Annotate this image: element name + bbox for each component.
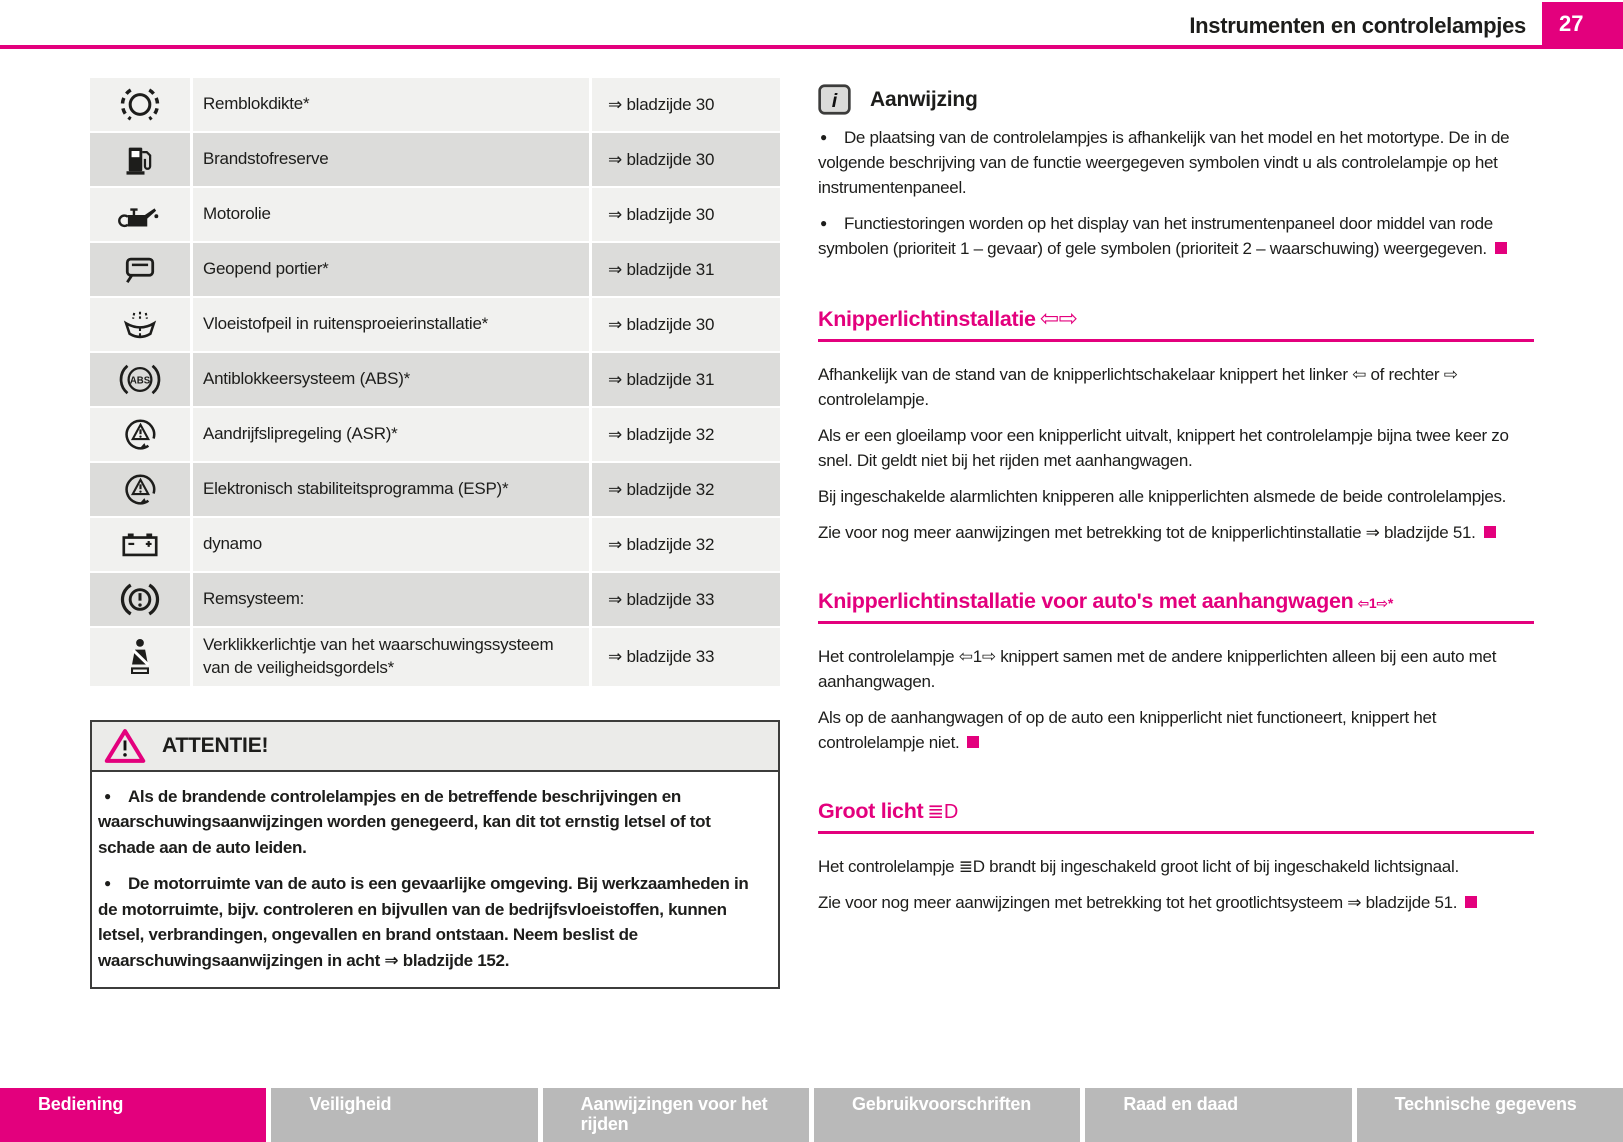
footer-tab-raad-en-daad[interactable]: Raad en daad: [1085, 1088, 1352, 1142]
page-reference[interactable]: ⇒ bladzijde 32: [608, 424, 715, 444]
section-end-marker: [1483, 525, 1496, 538]
paragraph: Zie voor nog meer aanwijzingen met betre…: [818, 521, 1534, 546]
paragraph: Bij ingeschakelde alarmlichten knipperen…: [818, 486, 1507, 506]
warning-light-label: Vloeistofpeil in ruitensproeierinstallat…: [193, 298, 592, 351]
warning-light-label: dynamo: [193, 518, 592, 571]
table-row: dynamo ⇒ bladzijde 32: [90, 518, 780, 573]
paragraph: Het controlelampje ⇦1⇨ knippert samen me…: [818, 646, 1497, 691]
battery-icon: [90, 518, 193, 571]
note-title: Aanwijzing: [870, 87, 978, 111]
section-end-marker: [1494, 241, 1507, 254]
fuel-reserve-icon: [90, 133, 193, 186]
page-reference[interactable]: ⇒ bladzijde 30: [608, 204, 715, 224]
table-row: Remblokdikte* ⇒ bladzijde 30: [90, 78, 780, 133]
footer-tab-technische-gegevens[interactable]: Technische gegevens: [1356, 1088, 1623, 1142]
warning-light-label: Motorolie: [193, 188, 592, 241]
table-row: Elektronisch stabiliteitsprogramma (ESP)…: [90, 463, 780, 518]
section-heading: Knipperlichtinstallatie ⇦⇨: [818, 305, 1534, 342]
footer-tab-bediening[interactable]: Bediening: [0, 1088, 267, 1142]
page-reference[interactable]: ⇒ bladzijde 30: [608, 94, 715, 114]
left-column: Remblokdikte* ⇒ bladzijde 30 Brandstofre…: [90, 78, 780, 990]
note-header: i Aanwijzing: [818, 84, 1534, 115]
right-column: i Aanwijzing ● De plaatsing van de contro…: [818, 84, 1534, 927]
attention-bullet: ● De motorruimte van de auto is een gevaa…: [98, 874, 749, 970]
page-reference[interactable]: ⇒ bladzijde 31: [608, 369, 715, 389]
washer-fluid-icon: [90, 298, 193, 351]
svg-text:i: i: [832, 90, 838, 112]
page-reference[interactable]: ⇒ bladzijde 32: [608, 479, 715, 499]
table-row: Verklikkerlichtje van het waarschuwingss…: [90, 628, 780, 688]
section-heading: Knipperlichtinstallatie voor auto's met …: [818, 589, 1534, 624]
page-reference[interactable]: ⇒ bladzijde 30: [608, 149, 715, 169]
note-bullet: ● Functiestoringen worden op het display …: [818, 212, 1534, 262]
warning-triangle-icon: [104, 727, 146, 765]
attention-title: ATTENTIE!: [162, 733, 269, 757]
paragraph: Afhankelijk van de stand van de knipperl…: [818, 364, 1458, 409]
bullet-icon: ●: [820, 215, 827, 230]
table-row: ABS Antiblokkeersysteem (ABS)* ⇒ bladzij…: [90, 353, 780, 408]
engine-oil-icon: [90, 188, 193, 241]
asr-icon: [90, 408, 193, 461]
table-row: Vloeistofpeil in ruitensproeierinstallat…: [90, 298, 780, 353]
open-door-icon: [90, 243, 193, 296]
page-reference[interactable]: ⇒ bladzijde 30: [608, 314, 715, 334]
warning-light-label: Geopend portier*: [193, 243, 592, 296]
page-title: Instrumenten en controlelampjes: [1189, 13, 1526, 38]
paragraph: Het controlelampje ≣D brandt bij ingesch…: [818, 856, 1459, 876]
footer-tab-gebruikvoorschriften[interactable]: Gebruikvoorschriften: [813, 1088, 1081, 1142]
section-turn-signals: Knipperlichtinstallatie ⇦⇨ Afhankelijk va…: [818, 305, 1534, 546]
paragraph: Zie voor nog meer aanwijzingen met betre…: [818, 891, 1534, 916]
bullet-icon: ●: [104, 788, 111, 803]
bullet-icon: ●: [820, 130, 827, 144]
footer-tab-veiligheid[interactable]: Veiligheid: [271, 1088, 538, 1142]
page-reference[interactable]: ⇒ bladzijde 32: [608, 534, 715, 554]
page-number-badge: 27: [1542, 2, 1623, 45]
section-high-beam: Groot licht ≣D Het controlelampje ≣D bran…: [818, 799, 1534, 916]
warning-light-label: Antiblokkeersysteem (ABS)*: [193, 353, 592, 406]
brake-system-icon: [90, 573, 193, 626]
warning-light-label: Remsysteem:: [193, 573, 592, 626]
section-end-marker: [1465, 895, 1478, 908]
trailer-turn-signal-icon: ⇦1⇨*: [1357, 594, 1393, 611]
note-bullet: ● De plaatsing van de controlelampjes is …: [818, 128, 1510, 197]
esp-icon: [90, 463, 193, 516]
attention-body: ● Als de brandende controlelampjes en de …: [92, 771, 778, 988]
header-divider: [0, 45, 1623, 49]
page-reference[interactable]: ⇒ bladzijde 33: [608, 589, 715, 609]
section-turn-signals-trailer: Knipperlichtinstallatie voor auto's met …: [818, 589, 1534, 756]
paragraph: Als op de aanhangwagen of op de auto een…: [818, 707, 1437, 752]
attention-bullet: ● Als de brandende controlelampjes en de …: [98, 786, 711, 857]
footer-tab-bar: Bediening Veiligheid Aanwijzingen voor h…: [0, 1088, 1623, 1142]
turn-signal-arrows-icon: ⇦⇨: [1039, 304, 1078, 331]
attention-header: ATTENTIE!: [92, 721, 778, 772]
high-beam-icon: ≣D: [927, 800, 958, 823]
svg-text:ABS: ABS: [130, 375, 151, 386]
warning-light-label: Verklikkerlichtje van het waarschuwingss…: [193, 628, 592, 686]
paragraph: Als er een gloeilamp voor een knipperlic…: [818, 425, 1509, 470]
warning-light-label: Brandstofreserve: [193, 133, 592, 186]
warning-light-label: Remblokdikte*: [193, 78, 592, 131]
attention-box: ATTENTIE! ● Als de brandende controlelamp…: [90, 719, 780, 990]
table-row: Brandstofreserve ⇒ bladzijde 30: [90, 133, 780, 188]
bullet-icon: ●: [104, 876, 111, 891]
section-end-marker: [967, 735, 980, 748]
page-reference[interactable]: ⇒ bladzijde 31: [608, 259, 715, 279]
warning-lights-table: Remblokdikte* ⇒ bladzijde 30 Brandstofre…: [90, 78, 780, 688]
section-heading: Groot licht ≣D: [818, 799, 1534, 834]
table-row: Aandrijfslipregeling (ASR)* ⇒ bladzijde …: [90, 408, 780, 463]
brake-pad-wear-icon: [90, 78, 193, 131]
seatbelt-warning-icon: [90, 628, 193, 686]
table-row: Remsysteem: ⇒ bladzijde 33: [90, 573, 780, 628]
table-row: Motorolie ⇒ bladzijde 30: [90, 188, 780, 243]
warning-light-label: Elektronisch stabiliteitsprogramma (ESP)…: [193, 463, 592, 516]
page-reference[interactable]: ⇒ bladzijde 33: [608, 646, 715, 666]
info-icon: i: [818, 84, 851, 115]
abs-icon: ABS: [90, 353, 193, 406]
table-row: Geopend portier* ⇒ bladzijde 31: [90, 243, 780, 298]
warning-light-label: Aandrijfslipregeling (ASR)*: [193, 408, 592, 461]
page-number: 27: [1559, 10, 1584, 36]
footer-tab-aanwijzingen-voor-het-rijden[interactable]: Aanwijzingen voor het rijden: [542, 1088, 809, 1142]
